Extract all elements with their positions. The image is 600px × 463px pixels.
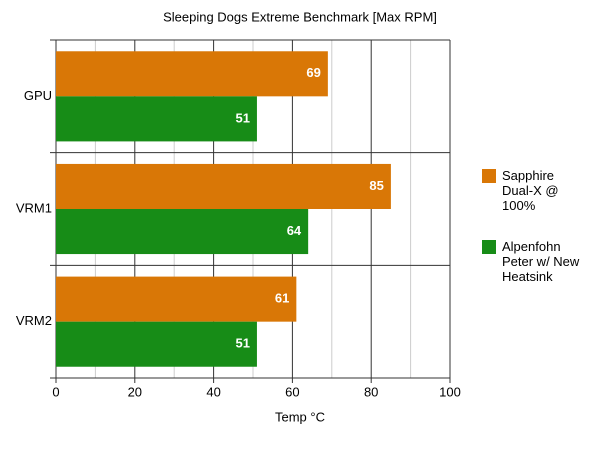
bar xyxy=(56,321,257,367)
value-label: 69 xyxy=(306,65,320,80)
y-tick-label: GPU xyxy=(24,88,52,103)
bar xyxy=(56,96,257,142)
y-tick-label: VRM1 xyxy=(16,200,52,215)
value-label: 51 xyxy=(235,110,249,125)
value-label: 85 xyxy=(369,178,383,193)
x-tick-label: 60 xyxy=(285,384,299,399)
legend-label: Alpenfohn Peter w/ New Heatsink xyxy=(502,239,580,284)
value-label: 51 xyxy=(235,336,249,351)
value-label: 61 xyxy=(275,291,289,306)
x-tick-label: 0 xyxy=(52,384,59,399)
legend-swatch xyxy=(482,240,496,254)
bar xyxy=(56,51,328,97)
x-tick-label: 100 xyxy=(439,384,461,399)
x-tick-label: 40 xyxy=(206,384,220,399)
bar xyxy=(56,276,297,322)
legend-label: Sapphire Dual-X @ 100% xyxy=(502,168,559,213)
legend-swatch xyxy=(482,169,496,183)
y-tick-label: VRM2 xyxy=(16,313,52,328)
bar xyxy=(56,163,391,209)
value-label: 64 xyxy=(287,223,302,238)
bar xyxy=(56,209,309,255)
x-tick-label: 80 xyxy=(364,384,378,399)
chart-title: Sleeping Dogs Extreme Benchmark [Max RPM… xyxy=(163,9,437,24)
x-axis-title: Temp °C xyxy=(275,409,325,424)
x-tick-label: 20 xyxy=(128,384,142,399)
